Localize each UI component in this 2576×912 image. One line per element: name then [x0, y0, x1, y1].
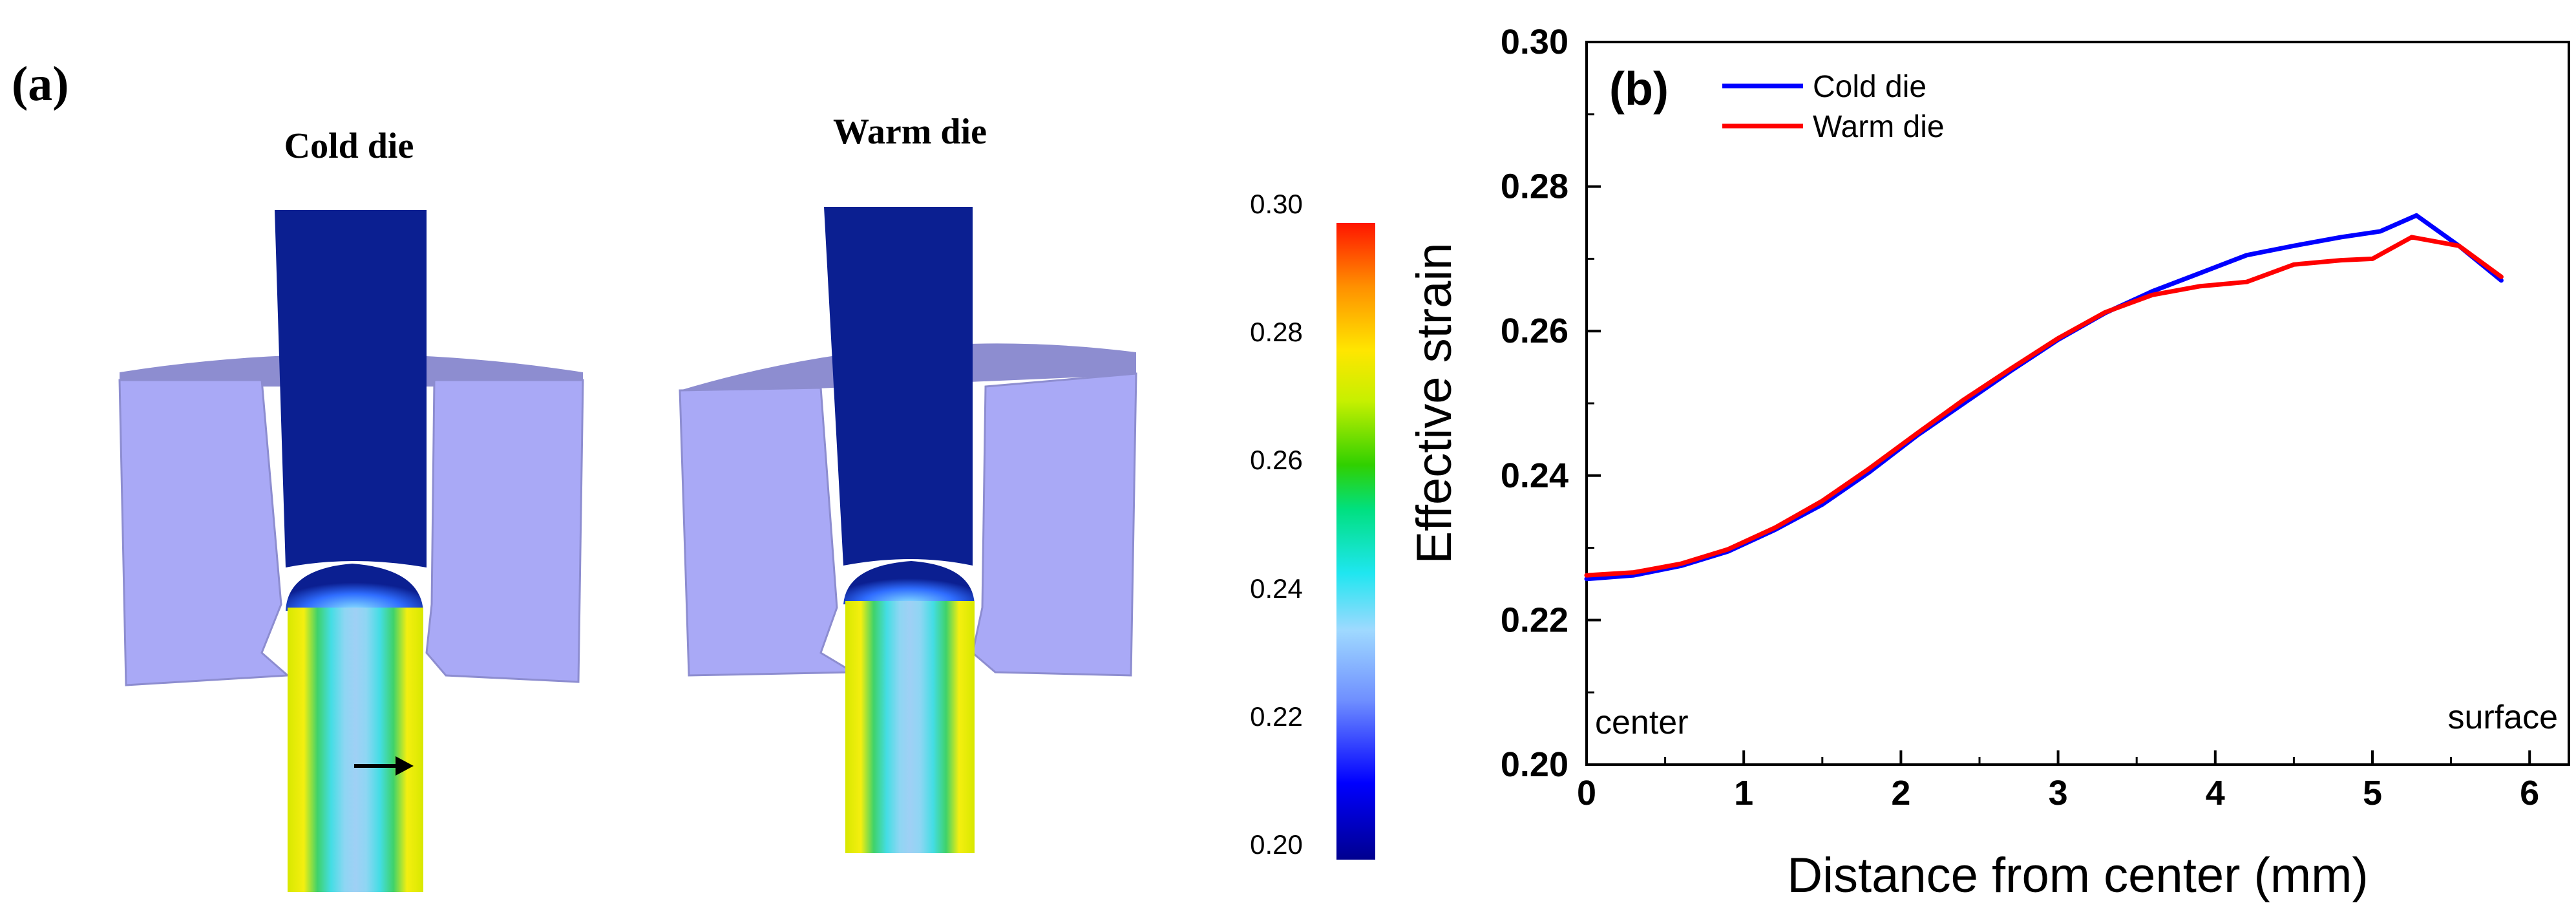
- panel-b-chart: (b) 0.20 0.22 0.24 0.26 0.28 0.30 0 1 2 3 4 5 6 Eff…: [1407, 23, 2570, 903]
- legend: Cold die Warm die: [1722, 70, 1945, 144]
- x-axis-label: Distance from center (mm): [1787, 848, 2369, 903]
- colorbar-tick: 0.26: [1250, 445, 1303, 475]
- y-tick-label: 0.30: [1501, 23, 1568, 61]
- x-tick-label: 0: [1577, 774, 1596, 812]
- cold-die-deformation-zone: [286, 564, 423, 611]
- x-tick-label: 3: [2049, 774, 2068, 812]
- y-tick-label: 0.28: [1501, 167, 1568, 206]
- colorbar-tick: 0.24: [1250, 573, 1303, 604]
- legend-label-warm-die: Warm die: [1813, 110, 1945, 144]
- colorbar-tick: 0.22: [1250, 701, 1303, 732]
- warm-die-left-half: [679, 387, 857, 677]
- warm-die-simulation: Warm die: [679, 112, 1137, 853]
- cold-die-rod-top: [275, 210, 427, 567]
- x-tick-label: 4: [2206, 774, 2225, 812]
- colorbar-tick: 0.30: [1250, 189, 1303, 219]
- panel-b-label: (b): [1609, 63, 1669, 115]
- legend-label-cold-die: Cold die: [1813, 70, 1927, 104]
- cold-die-simulation: Cold die: [118, 126, 584, 892]
- warm-die-title: Warm die: [833, 112, 987, 152]
- x-tick-label: 6: [2520, 774, 2539, 812]
- y-tick-label: 0.20: [1501, 745, 1568, 784]
- colorbar-tick: 0.20: [1250, 829, 1303, 860]
- warm-die-rod-top: [824, 207, 973, 566]
- warm-die-deformation-zone: [843, 561, 975, 604]
- warm-die-extruded-rod: [845, 601, 975, 853]
- y-tick-label: 0.22: [1501, 600, 1568, 639]
- center-annotation: center: [1595, 704, 1689, 741]
- cold-die-title: Cold die: [284, 126, 414, 166]
- cold-die-arrow-icon: [396, 756, 414, 776]
- y-axis-label: Effective strain: [1407, 242, 1462, 564]
- series-line-warm-die: [1584, 235, 2504, 578]
- colorbar-tick: 0.28: [1250, 317, 1303, 347]
- panel-a: (a) Cold die Warm die 0.30: [12, 57, 1375, 892]
- x-axis: 0 1 2 3 4 5 6: [1577, 750, 2539, 812]
- cold-die-right-half: [425, 379, 584, 683]
- colorbar: 0.30 0.28 0.26 0.24 0.22 0.20: [1209, 175, 1375, 873]
- panel-a-label: (a): [12, 57, 69, 111]
- y-axis: 0.20 0.22 0.24 0.26 0.28 0.30: [1501, 23, 1601, 784]
- surface-annotation: surface: [2447, 699, 2558, 736]
- x-tick-label: 1: [1734, 774, 1753, 812]
- cold-die-left-half: [118, 379, 290, 686]
- plot-frame: [1585, 41, 2570, 766]
- cold-die-extruded-rod: [288, 608, 423, 892]
- series-line-cold-die: [1584, 213, 2504, 582]
- warm-die-right-half: [971, 372, 1137, 677]
- colorbar-gradient: [1336, 223, 1375, 860]
- series-layer: [1584, 213, 2504, 582]
- x-tick-label: 5: [2363, 774, 2382, 812]
- y-tick-label: 0.26: [1501, 312, 1568, 350]
- y-tick-label: 0.24: [1501, 456, 1568, 495]
- x-tick-label: 2: [1891, 774, 1910, 812]
